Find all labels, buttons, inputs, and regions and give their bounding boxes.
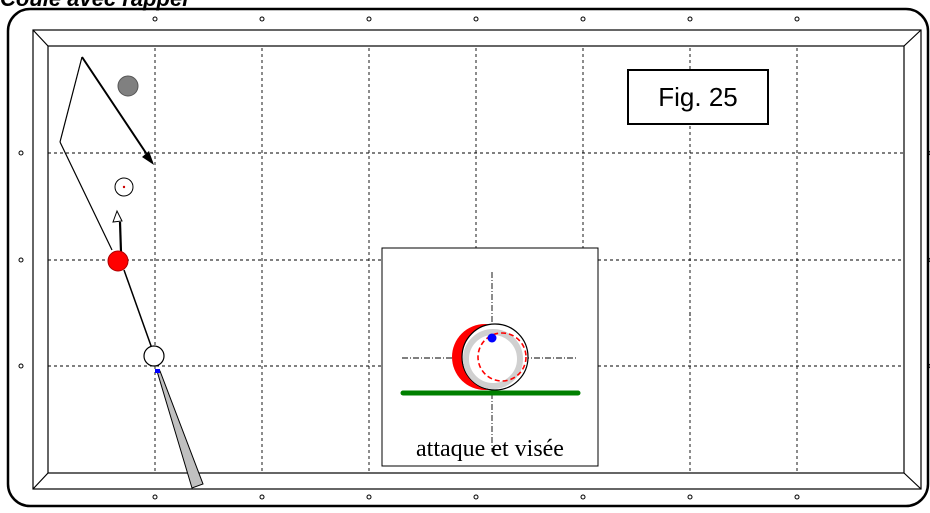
diamond-marker	[366, 494, 372, 500]
page-heading: Coulé avec rappel	[0, 0, 188, 12]
cue-tip	[155, 369, 160, 373]
table-cushion-outer	[32, 29, 922, 490]
diamond-marker	[687, 494, 693, 500]
rail-diamonds	[18, 16, 930, 500]
diamond-marker	[794, 16, 800, 22]
diamond-marker	[794, 494, 800, 500]
diamond-marker	[152, 16, 158, 22]
diamond-marker	[18, 150, 24, 156]
grey-ball	[117, 75, 139, 97]
path-segment	[59, 141, 113, 251]
ball-center-dot	[122, 185, 126, 189]
path-segment	[118, 221, 123, 253]
diamond-marker	[580, 494, 586, 500]
corner-bevel	[903, 29, 922, 47]
red-ball	[107, 250, 129, 272]
diamond-marker	[473, 494, 479, 500]
aim-dot-icon	[487, 333, 497, 343]
diamond-marker	[580, 16, 586, 22]
inset-aim-outline	[477, 332, 527, 382]
diamond-marker	[687, 16, 693, 22]
corner-bevel	[32, 472, 49, 490]
diamond-marker	[473, 16, 479, 22]
table-grid	[48, 48, 904, 471]
diamond-marker	[259, 494, 265, 500]
diamond-marker	[18, 257, 24, 263]
diamond-marker	[259, 16, 265, 22]
inset-caption: attaque et visée	[416, 436, 564, 462]
arrow-head-icon	[142, 151, 154, 165]
diamond-marker	[18, 363, 24, 369]
ball-path-with-arrows	[59, 56, 156, 358]
inset-ball-shading	[463, 329, 523, 389]
diamond-marker	[152, 494, 158, 500]
path-segment	[81, 56, 153, 163]
table-playing-area	[47, 45, 905, 474]
arrow-head-icon	[112, 209, 123, 223]
corner-bevel	[903, 472, 922, 490]
path-segment	[59, 56, 83, 143]
corner-bevel	[32, 29, 49, 47]
cue-ball	[143, 345, 165, 367]
figure-label: Fig. 25	[627, 69, 769, 125]
diamond-marker	[366, 16, 372, 22]
path-segment	[123, 269, 156, 358]
